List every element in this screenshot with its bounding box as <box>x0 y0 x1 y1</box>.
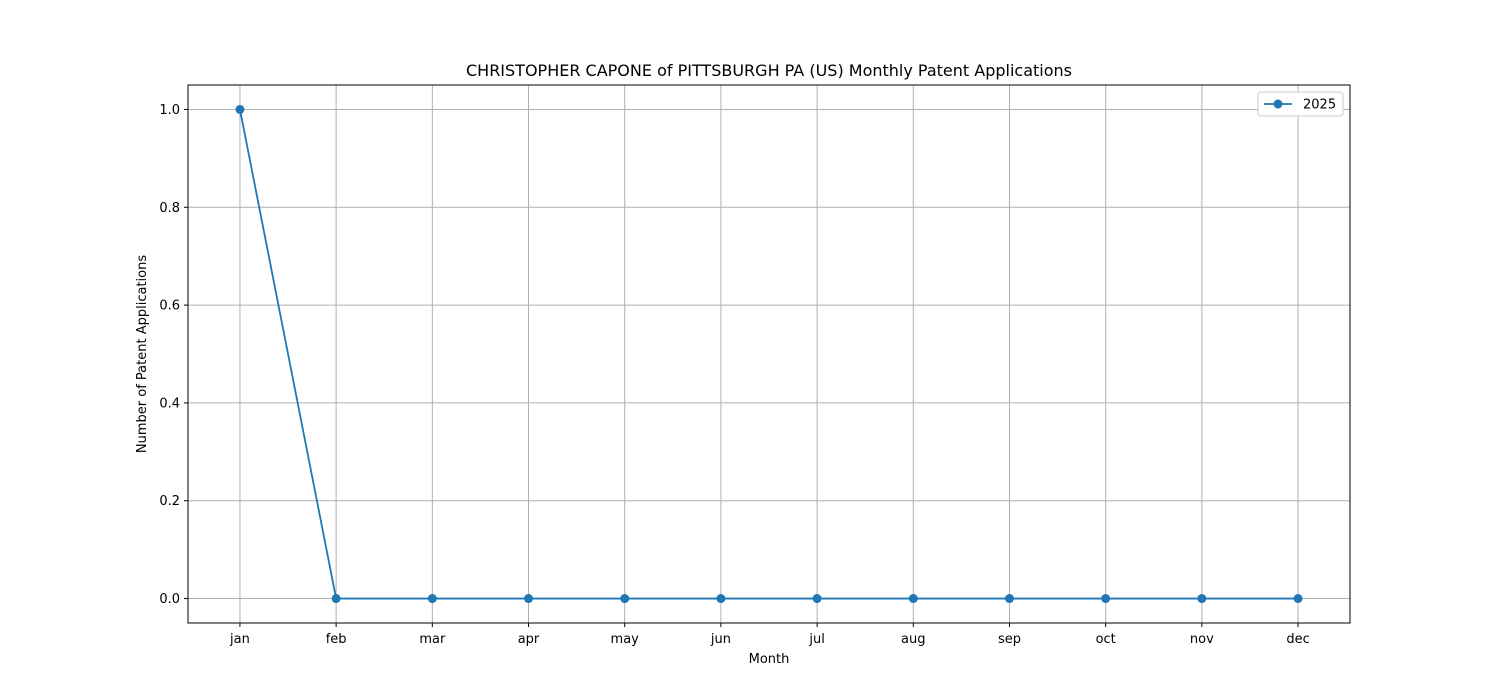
x-tick-label: jan <box>229 632 250 647</box>
y-tick-label: 1.0 <box>159 103 180 118</box>
x-tick-label: dec <box>1286 632 1309 647</box>
y-tick-label: 0.4 <box>159 396 180 411</box>
chart-title: CHRISTOPHER CAPONE of PITTSBURGH PA (US)… <box>466 61 1072 80</box>
y-tick-label: 0.0 <box>159 592 180 607</box>
data-point <box>620 594 629 603</box>
x-tick-label: nov <box>1190 632 1214 647</box>
data-point <box>1294 594 1303 603</box>
legend-label: 2025 <box>1303 98 1336 113</box>
data-point <box>716 594 725 603</box>
legend: 2025 <box>1258 92 1343 116</box>
x-tick-label: may <box>611 632 640 647</box>
data-point <box>524 594 533 603</box>
x-tick-label: oct <box>1096 632 1116 647</box>
data-point <box>1005 594 1014 603</box>
x-tick-label: sep <box>998 632 1021 647</box>
data-point <box>1197 594 1206 603</box>
x-tick-label: aug <box>901 632 925 647</box>
x-tick-label: feb <box>326 632 347 647</box>
x-tick-label: apr <box>518 632 540 647</box>
data-point <box>428 594 437 603</box>
data-point <box>813 594 822 603</box>
data-point <box>1101 594 1110 603</box>
y-tick-label: 0.8 <box>159 201 180 216</box>
x-tick-label: mar <box>419 632 446 647</box>
x-tick-label: jun <box>710 632 731 647</box>
y-tick-label: 0.2 <box>159 494 180 509</box>
y-tick-label: 0.6 <box>159 299 180 314</box>
y-axis-label: Number of Patent Applications <box>135 255 150 453</box>
data-point <box>909 594 918 603</box>
data-point <box>235 105 244 114</box>
data-point <box>332 594 341 603</box>
legend-swatch-marker <box>1274 100 1283 109</box>
x-axis-label: Month <box>749 652 790 667</box>
x-tick-label: jul <box>808 632 824 647</box>
